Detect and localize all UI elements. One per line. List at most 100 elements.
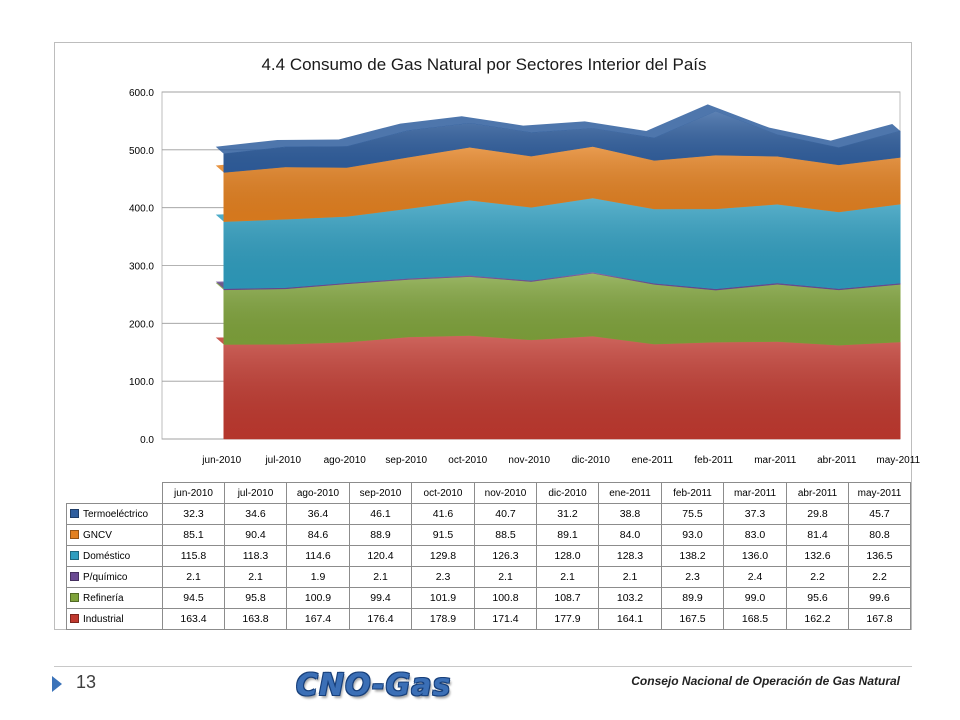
table-cell: 2.2 — [848, 566, 911, 588]
table-cell: 99.6 — [848, 587, 911, 609]
table-cell: 38.8 — [598, 503, 662, 525]
table-cell: 136.5 — [848, 545, 911, 567]
cno-gas-logo: CNO-Gas — [296, 668, 452, 703]
y-axis-tick-labels: 0.0 100.0 200.0 300.0 400.0 500.0 600.0 — [129, 88, 154, 446]
series-shade-GNCV — [223, 146, 901, 222]
table-cell: 84.6 — [286, 524, 350, 546]
table-cell: 80.8 — [848, 524, 911, 546]
table-cell: 99.0 — [723, 587, 787, 609]
triangle-bullet-icon — [52, 676, 62, 692]
table-cell: 2.4 — [723, 566, 787, 588]
x-tick-label: may-2011 — [876, 455, 920, 466]
table-cell: 128.0 — [536, 545, 599, 567]
table-column-header: dic-2010 — [536, 482, 599, 504]
x-tick-label: oct-2010 — [448, 455, 487, 466]
table-cell: 132.6 — [786, 545, 849, 567]
y-tick-label: 600.0 — [129, 88, 154, 99]
chart-title: 4.4 Consumo de Gas Natural por Sectores … — [261, 55, 706, 74]
table-row: P/químico 2.1 2.1 1.9 2.1 2.3 2.1 2.1 2.1 2.3 2.4 2… — [66, 566, 911, 588]
x-tick-label: feb-2011 — [694, 455, 733, 466]
table-row: Termoeléctrico 32.3 34.6 36.4 46.1 41.6 40.7 31… — [66, 503, 911, 525]
series-top-face-Termoeléctrico — [215, 104, 901, 154]
table-cell: 93.0 — [661, 524, 724, 546]
table-cell: 34.6 — [224, 503, 287, 525]
table-row: Refinería 94.5 95.8 100.9 99.4 101.9 100.8 108.… — [66, 587, 911, 609]
legend-swatch-icon — [70, 530, 79, 540]
table-cell: 2.1 — [474, 566, 537, 588]
legend-swatch-icon — [70, 509, 79, 519]
x-tick-label: sep-2010 — [385, 455, 427, 466]
data-table: jun-2010 jul-2010 ago-2010 sep-2010 oct-2010… — [66, 482, 911, 630]
series-name: Industrial — [83, 613, 124, 625]
table-cell: 177.9 — [536, 608, 599, 630]
table-cell: 126.3 — [474, 545, 537, 567]
table-cell: 138.2 — [661, 545, 724, 567]
legend-swatch-icon — [70, 614, 79, 624]
table-cell: 1.9 — [286, 566, 350, 588]
table-cell: 100.9 — [286, 587, 350, 609]
series-name: Refinería — [83, 592, 124, 604]
footer-organization: Consejo Nacional de Operación de Gas Nat… — [631, 674, 900, 688]
series-shade-Industrial — [223, 335, 901, 439]
table-cell: 176.4 — [349, 608, 412, 630]
table-cell: 101.9 — [411, 587, 475, 609]
x-tick-label: mar-2011 — [754, 455, 796, 466]
table-cell: 114.6 — [286, 545, 350, 567]
table-column-header: mar-2011 — [723, 482, 787, 504]
table-cell: 171.4 — [474, 608, 537, 630]
table-cell: 163.8 — [224, 608, 287, 630]
table-cell: 95.6 — [786, 587, 849, 609]
table-header-row: jun-2010 jul-2010 ago-2010 sep-2010 oct-2010… — [66, 482, 911, 504]
y-tick-label: 0.0 — [140, 435, 154, 446]
table-cell: 2.1 — [349, 566, 412, 588]
table-cell: 85.1 — [162, 524, 225, 546]
x-tick-label: dic-2010 — [572, 455, 611, 466]
table-cell: 120.4 — [349, 545, 412, 567]
table-cell: 75.5 — [661, 503, 724, 525]
table-column-header: abr-2011 — [786, 482, 849, 504]
table-cell: 89.9 — [661, 587, 724, 609]
series-shade-Termoeléctrico — [223, 111, 901, 173]
table-cell: 2.2 — [786, 566, 849, 588]
table-column-header: jun-2010 — [162, 482, 225, 504]
table-cell: 2.3 — [661, 566, 724, 588]
table-cell: 162.2 — [786, 608, 849, 630]
y-tick-label: 300.0 — [129, 262, 154, 273]
y-tick-label: 500.0 — [129, 146, 154, 157]
table-cell: 32.3 — [162, 503, 225, 525]
series-shade-Doméstico — [223, 198, 901, 289]
table-column-header: ago-2010 — [286, 482, 350, 504]
table-cell: 36.4 — [286, 503, 350, 525]
table-cell: 31.2 — [536, 503, 599, 525]
x-tick-label: ene-2011 — [631, 455, 673, 466]
table-cell: 164.1 — [598, 608, 662, 630]
table-row: Doméstico 115.8 118.3 114.6 120.4 129.8 126.3 1… — [66, 545, 911, 567]
y-tick-label: 100.0 — [129, 377, 154, 388]
table-cell: 94.5 — [162, 587, 225, 609]
table-cell: 163.4 — [162, 608, 225, 630]
x-tick-label: nov-2010 — [508, 455, 550, 466]
table-cell: 95.8 — [224, 587, 287, 609]
table-cell: 103.2 — [598, 587, 662, 609]
x-tick-label: jun-2010 — [201, 455, 241, 466]
series-name: P/químico — [83, 571, 128, 583]
table-column-header: sep-2010 — [349, 482, 412, 504]
table-cell: 88.9 — [349, 524, 412, 546]
table-cell: 136.0 — [723, 545, 787, 567]
footer-divider — [54, 666, 912, 667]
table-cell: 37.3 — [723, 503, 787, 525]
table-corner — [66, 482, 163, 504]
legend-swatch-icon — [70, 593, 79, 603]
table-cell: 81.4 — [786, 524, 849, 546]
series-name: GNCV — [83, 529, 112, 541]
table-cell: 91.5 — [411, 524, 475, 546]
table-cell: 90.4 — [224, 524, 287, 546]
table-column-header: may-2011 — [848, 482, 911, 504]
table-cell: 41.6 — [411, 503, 475, 525]
legend-swatch-icon — [70, 551, 79, 561]
table-series-label: Doméstico — [66, 545, 163, 567]
series-areas — [215, 104, 901, 440]
series-name: Doméstico — [83, 550, 131, 562]
table-cell: 83.0 — [723, 524, 787, 546]
